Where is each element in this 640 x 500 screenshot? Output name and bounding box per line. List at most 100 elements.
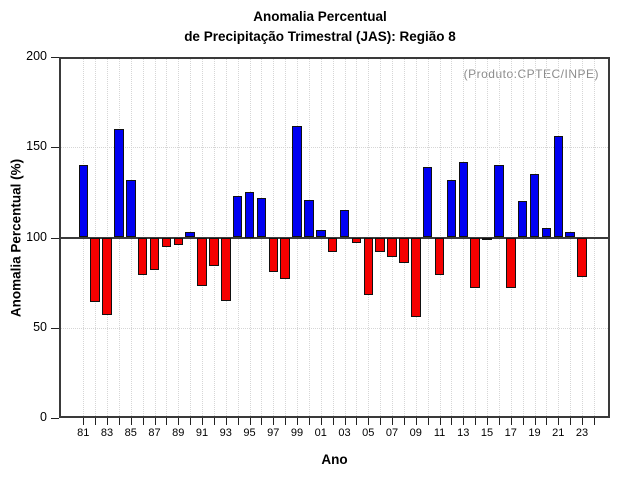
x-tick [380, 418, 382, 425]
bar [173, 237, 184, 245]
y-tick [51, 237, 59, 239]
x-tick [570, 418, 572, 425]
x-tick-label: 85 [124, 427, 137, 439]
x-tick [83, 418, 85, 425]
bar [185, 232, 195, 238]
bar [221, 237, 231, 301]
plot-area: (Produto:CPTEC/INPE) [59, 57, 610, 418]
x-tick-label: 19 [528, 427, 541, 439]
x-tick-label: 93 [219, 427, 232, 439]
bar [411, 237, 421, 317]
bar [434, 237, 445, 276]
x-tick [487, 418, 489, 425]
bar [280, 237, 290, 279]
bar [149, 237, 160, 270]
y-tick-label: 150 [26, 139, 47, 154]
bar [541, 228, 552, 238]
x-tick [392, 418, 394, 425]
bar [256, 197, 267, 238]
x-tick [498, 418, 500, 425]
x-tick [130, 418, 132, 425]
bar [78, 165, 89, 238]
bar [458, 161, 469, 238]
x-tick [107, 418, 109, 425]
x-tick [332, 418, 334, 425]
x-tick-label: 09 [409, 427, 422, 439]
bar [161, 237, 172, 247]
x-tick-label: 97 [267, 427, 280, 439]
x-tick [308, 418, 310, 425]
x-tick [285, 418, 287, 425]
chart-title: Anomalia Percentual de Precipitação Trim… [0, 7, 640, 47]
bar [506, 237, 516, 289]
bar [351, 237, 362, 243]
x-tick [510, 418, 512, 425]
x-tick [261, 418, 263, 425]
bar [327, 237, 338, 252]
x-tick-label: 21 [552, 427, 565, 439]
x-tick [154, 418, 156, 425]
x-tick [368, 418, 370, 425]
bar [375, 237, 385, 252]
x-tick-label: 81 [77, 427, 90, 439]
x-tick [439, 418, 441, 425]
bar [446, 179, 457, 238]
x-tick [475, 418, 477, 425]
x-tick-label: 07 [385, 427, 399, 439]
x-tick [237, 418, 239, 425]
y-tick-label: 50 [33, 319, 47, 334]
x-tick [463, 418, 465, 425]
x-tick-label: 87 [148, 427, 161, 439]
x-tick [546, 418, 548, 425]
x-tick [522, 418, 524, 425]
x-tick-label: 99 [290, 427, 304, 439]
x-tick-label: 91 [195, 427, 209, 439]
x-tick [344, 418, 346, 425]
x-tick [142, 418, 144, 425]
x-tick [202, 418, 204, 425]
h-gridline [61, 147, 608, 149]
x-tick [118, 418, 120, 425]
x-tick-label: 17 [504, 427, 517, 439]
bar [244, 192, 255, 238]
bar [363, 237, 374, 296]
h-gridline [61, 327, 608, 329]
bar [387, 237, 397, 258]
x-tick-label: 03 [338, 427, 351, 439]
bar [399, 237, 409, 263]
x-axis-title: Ano [321, 452, 348, 467]
x-tick [415, 418, 417, 425]
bar [304, 199, 314, 238]
bar [422, 167, 433, 238]
x-tick-label: 89 [172, 427, 185, 439]
x-tick [403, 418, 405, 425]
x-tick [225, 418, 227, 425]
x-tick [190, 418, 192, 425]
x-tick [427, 418, 429, 425]
x-tick-label: 11 [433, 427, 446, 439]
x-tick [451, 418, 453, 425]
x-tick [249, 418, 251, 425]
bar [553, 136, 564, 238]
bar [494, 165, 504, 238]
producer-annotation: (Produto:CPTEC/INPE) [463, 67, 599, 81]
bar [470, 237, 480, 289]
x-tick [582, 418, 584, 425]
bar [292, 125, 302, 238]
x-tick-label: 01 [314, 427, 327, 439]
y-tick [51, 418, 59, 419]
bar [529, 174, 540, 238]
bar [197, 237, 207, 287]
bar [102, 237, 112, 316]
x-tick [166, 418, 168, 425]
y-tick [51, 57, 59, 58]
y-tick-label: 0 [40, 410, 47, 424]
chart-title-line1: Anomalia Percentual [253, 9, 387, 24]
x-tick-label: 13 [457, 427, 470, 439]
bar [126, 179, 136, 238]
x-tick [534, 418, 536, 425]
x-tick [320, 418, 322, 425]
bar [232, 195, 243, 238]
y-tick-label: 200 [26, 49, 47, 63]
